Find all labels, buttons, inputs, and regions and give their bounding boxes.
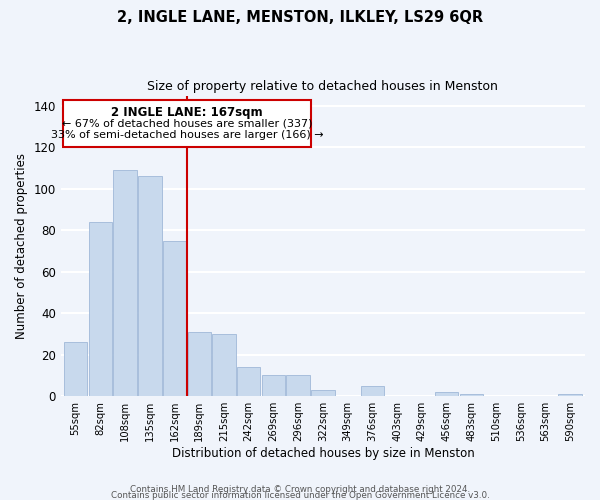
Bar — [435, 392, 458, 396]
Bar — [163, 240, 186, 396]
Text: Contains HM Land Registry data © Crown copyright and database right 2024.: Contains HM Land Registry data © Crown c… — [130, 484, 470, 494]
X-axis label: Distribution of detached houses by size in Menston: Distribution of detached houses by size … — [172, 447, 474, 460]
Bar — [188, 332, 211, 396]
Bar — [460, 394, 483, 396]
Bar — [559, 394, 582, 396]
Y-axis label: Number of detached properties: Number of detached properties — [15, 153, 28, 339]
Bar — [113, 170, 137, 396]
Bar — [89, 222, 112, 396]
Text: 2 INGLE LANE: 167sqm: 2 INGLE LANE: 167sqm — [111, 106, 263, 119]
Text: Contains public sector information licensed under the Open Government Licence v3: Contains public sector information licen… — [110, 490, 490, 500]
Text: ← 67% of detached houses are smaller (337): ← 67% of detached houses are smaller (33… — [62, 118, 312, 128]
Bar — [262, 376, 285, 396]
Title: Size of property relative to detached houses in Menston: Size of property relative to detached ho… — [148, 80, 499, 93]
Text: 2, INGLE LANE, MENSTON, ILKLEY, LS29 6QR: 2, INGLE LANE, MENSTON, ILKLEY, LS29 6QR — [117, 10, 483, 25]
Bar — [237, 367, 260, 396]
Bar — [361, 386, 384, 396]
Bar — [286, 376, 310, 396]
FancyBboxPatch shape — [63, 100, 311, 148]
Bar — [64, 342, 88, 396]
Text: 33% of semi-detached houses are larger (166) →: 33% of semi-detached houses are larger (… — [50, 130, 323, 140]
Bar — [138, 176, 161, 396]
Bar — [311, 390, 335, 396]
Bar — [212, 334, 236, 396]
